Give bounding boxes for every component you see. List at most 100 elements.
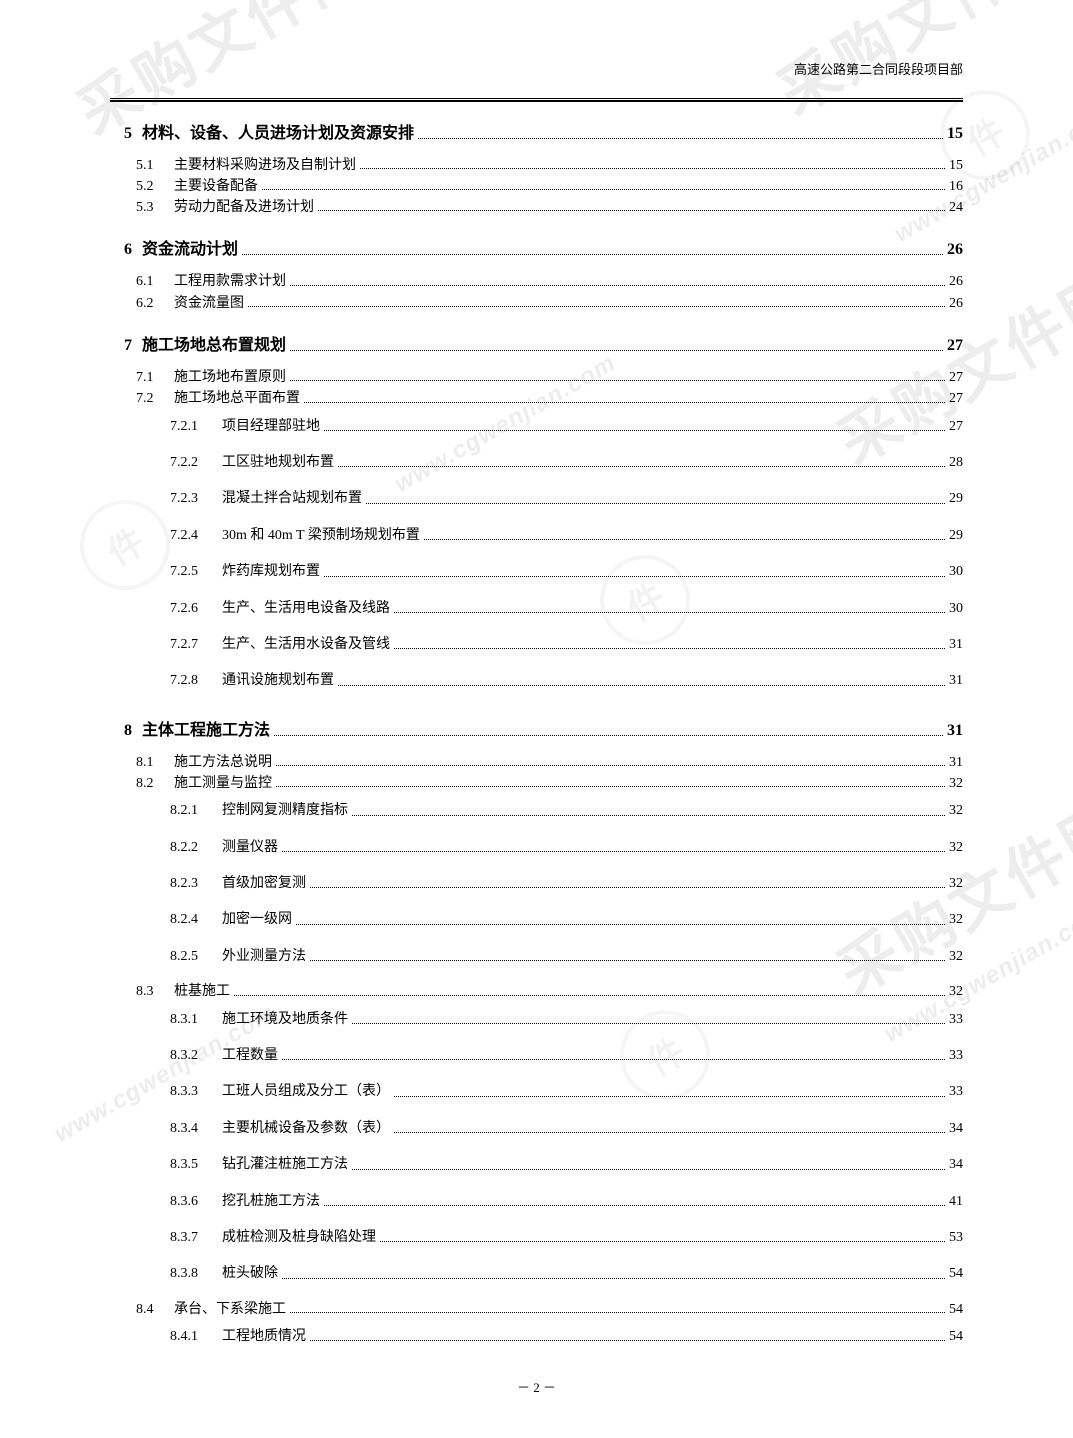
toc-entry-title: 炸药库规划布置 bbox=[222, 561, 320, 583]
toc-entry-title: 加密一级网 bbox=[222, 909, 292, 931]
toc-entry-number: 7.2.8 bbox=[170, 670, 214, 692]
toc-entry-number: 6 bbox=[110, 238, 132, 262]
toc-entry-number: 6.2 bbox=[136, 294, 166, 314]
toc-row: 8.3.8桩头破除54 bbox=[110, 1263, 963, 1285]
toc-entry-page: 54 bbox=[949, 1300, 963, 1320]
toc-entry-page: 15 bbox=[947, 122, 963, 146]
toc-entry-title: 劳动力配备及进场计划 bbox=[174, 198, 314, 218]
toc-row: 7.2.1项目经理部驻地27 bbox=[110, 416, 963, 438]
toc-row: 5材料、设备、人员进场计划及资源安排15 bbox=[110, 122, 963, 146]
toc-leader-dots bbox=[360, 168, 945, 169]
toc-entry-page: 32 bbox=[949, 837, 963, 859]
toc-entry-title: 承台、下系梁施工 bbox=[174, 1300, 286, 1320]
toc-row: 8.2.4加密一级网32 bbox=[110, 909, 963, 931]
toc-leader-dots bbox=[424, 539, 945, 540]
toc-entry-page: 28 bbox=[949, 452, 963, 474]
toc-entry-page: 29 bbox=[949, 525, 963, 547]
toc-entry-title: 工班人员组成及分工（表） bbox=[222, 1081, 390, 1103]
toc-row: 7.2.7生产、生活用水设备及管线31 bbox=[110, 634, 963, 656]
toc-entry-number: 5.3 bbox=[136, 198, 166, 218]
toc-entry-page: 15 bbox=[949, 156, 963, 176]
toc-row: 7.2.2工区驻地规划布置28 bbox=[110, 452, 963, 474]
toc-entry-title: 生产、生活用电设备及线路 bbox=[222, 598, 390, 620]
toc-row: 8.2 施工测量与监控 32 bbox=[110, 774, 963, 794]
toc-entry-number: 8.2.4 bbox=[170, 909, 214, 931]
toc-leader-dots bbox=[394, 612, 945, 613]
toc-entry-page: 27 bbox=[947, 334, 963, 358]
toc-entry-page: 27 bbox=[949, 416, 963, 438]
toc-entry-page: 34 bbox=[949, 1118, 963, 1140]
toc-entry-title: 挖孔桩施工方法 bbox=[222, 1191, 320, 1213]
toc-entry-title: 测量仪器 bbox=[222, 837, 278, 859]
toc-row: 8.2.3首级加密复测32 bbox=[110, 873, 963, 895]
toc-entry-page: 32 bbox=[949, 774, 963, 794]
toc-entry-page: 27 bbox=[949, 368, 963, 388]
toc-leader-dots bbox=[380, 1241, 945, 1242]
toc-entry-number: 8.3.6 bbox=[170, 1191, 214, 1213]
toc-row: 8.3.6 挖孔桩施工方法 41 bbox=[110, 1191, 963, 1213]
toc-entry-title: 工程地质情况 bbox=[222, 1326, 306, 1348]
toc-leader-dots bbox=[304, 402, 945, 403]
toc-leader-dots bbox=[352, 815, 945, 816]
toc-entry-title: 项目经理部驻地 bbox=[222, 416, 320, 438]
toc-entry-page: 41 bbox=[949, 1191, 963, 1213]
toc-row: 7.2施工场地总平面布置27 bbox=[110, 389, 963, 409]
toc-entry-page: 33 bbox=[949, 1045, 963, 1067]
toc-entry-title: 桩头破除 bbox=[222, 1263, 278, 1285]
table-of-contents: 5材料、设备、人员进场计划及资源安排155.1主要材料采购进场及自制计划155.… bbox=[110, 122, 963, 1349]
toc-entry-number: 8.2.2 bbox=[170, 837, 214, 859]
toc-entry-page: 26 bbox=[949, 294, 963, 314]
toc-entry-page: 29 bbox=[949, 488, 963, 510]
toc-entry-number: 7.2.3 bbox=[170, 488, 214, 510]
toc-leader-dots bbox=[310, 960, 945, 961]
toc-entry-number: 7.1 bbox=[136, 368, 166, 388]
toc-entry-title: 主体工程施工方法 bbox=[142, 719, 270, 743]
toc-leader-dots bbox=[276, 765, 945, 766]
toc-entry-title: 首级加密复测 bbox=[222, 873, 306, 895]
toc-entry-number: 8.3.7 bbox=[170, 1227, 214, 1249]
toc-leader-dots bbox=[338, 685, 945, 686]
toc-entry-title: 施工场地布置原则 bbox=[174, 368, 286, 388]
toc-leader-dots bbox=[296, 924, 945, 925]
toc-row: 8.2.2 测量仪器 32 bbox=[110, 837, 963, 859]
toc-leader-dots bbox=[282, 851, 945, 852]
toc-row: 7.1 施工场地布置原则 27 bbox=[110, 368, 963, 388]
toc-entry-title: 施工场地总布置规划 bbox=[142, 334, 286, 358]
toc-entry-title: 生产、生活用水设备及管线 bbox=[222, 634, 390, 656]
toc-entry-title: 施工场地总平面布置 bbox=[174, 389, 300, 409]
toc-entry-title: 30m 和 40m T 梁预制场规划布置 bbox=[222, 525, 420, 547]
toc-entry-title: 资金流量图 bbox=[174, 294, 244, 314]
toc-leader-dots bbox=[262, 189, 945, 190]
toc-entry-number: 5.2 bbox=[136, 177, 166, 197]
toc-row: 7.2.4 30m 和 40m T 梁预制场规划布置 29 bbox=[110, 525, 963, 547]
toc-entry-number: 8.4 bbox=[136, 1300, 166, 1320]
toc-leader-dots bbox=[366, 503, 945, 504]
toc-entry-title: 通讯设施规划布置 bbox=[222, 670, 334, 692]
toc-leader-dots bbox=[282, 1278, 945, 1279]
toc-entry-number: 8.3.1 bbox=[170, 1009, 214, 1031]
toc-entry-title: 控制网复测精度指标 bbox=[222, 800, 348, 822]
toc-entry-number: 8.3 bbox=[136, 982, 166, 1002]
toc-entry-number: 7.2.7 bbox=[170, 634, 214, 656]
toc-leader-dots bbox=[248, 306, 945, 307]
toc-row: 7施工场地总布置规划27 bbox=[110, 334, 963, 358]
toc-entry-page: 32 bbox=[949, 800, 963, 822]
toc-entry-title: 资金流动计划 bbox=[142, 238, 238, 262]
toc-row: 5.2主要设备配备16 bbox=[110, 177, 963, 197]
toc-entry-number: 8.3.3 bbox=[170, 1081, 214, 1103]
toc-entry-page: 31 bbox=[949, 670, 963, 692]
toc-entry-title: 主要材料采购进场及自制计划 bbox=[174, 156, 356, 176]
toc-entry-page: 53 bbox=[949, 1227, 963, 1249]
toc-entry-number: 8.2 bbox=[136, 774, 166, 794]
toc-entry-page: 33 bbox=[949, 1009, 963, 1031]
toc-row: 7.2.8 通讯设施规划布置 31 bbox=[110, 670, 963, 692]
toc-row: 8.1施工方法总说明31 bbox=[110, 753, 963, 773]
toc-entry-number: 8.4.1 bbox=[170, 1326, 214, 1348]
toc-leader-dots bbox=[352, 1169, 945, 1170]
toc-leader-dots bbox=[324, 430, 945, 431]
toc-entry-title: 成桩检测及桩身缺陷处理 bbox=[222, 1227, 376, 1249]
toc-entry-number: 7.2.4 bbox=[170, 525, 214, 547]
toc-entry-page: 34 bbox=[949, 1154, 963, 1176]
toc-entry-title: 施工测量与监控 bbox=[174, 774, 272, 794]
toc-row: 5.3劳动力配备及进场计划24 bbox=[110, 198, 963, 218]
